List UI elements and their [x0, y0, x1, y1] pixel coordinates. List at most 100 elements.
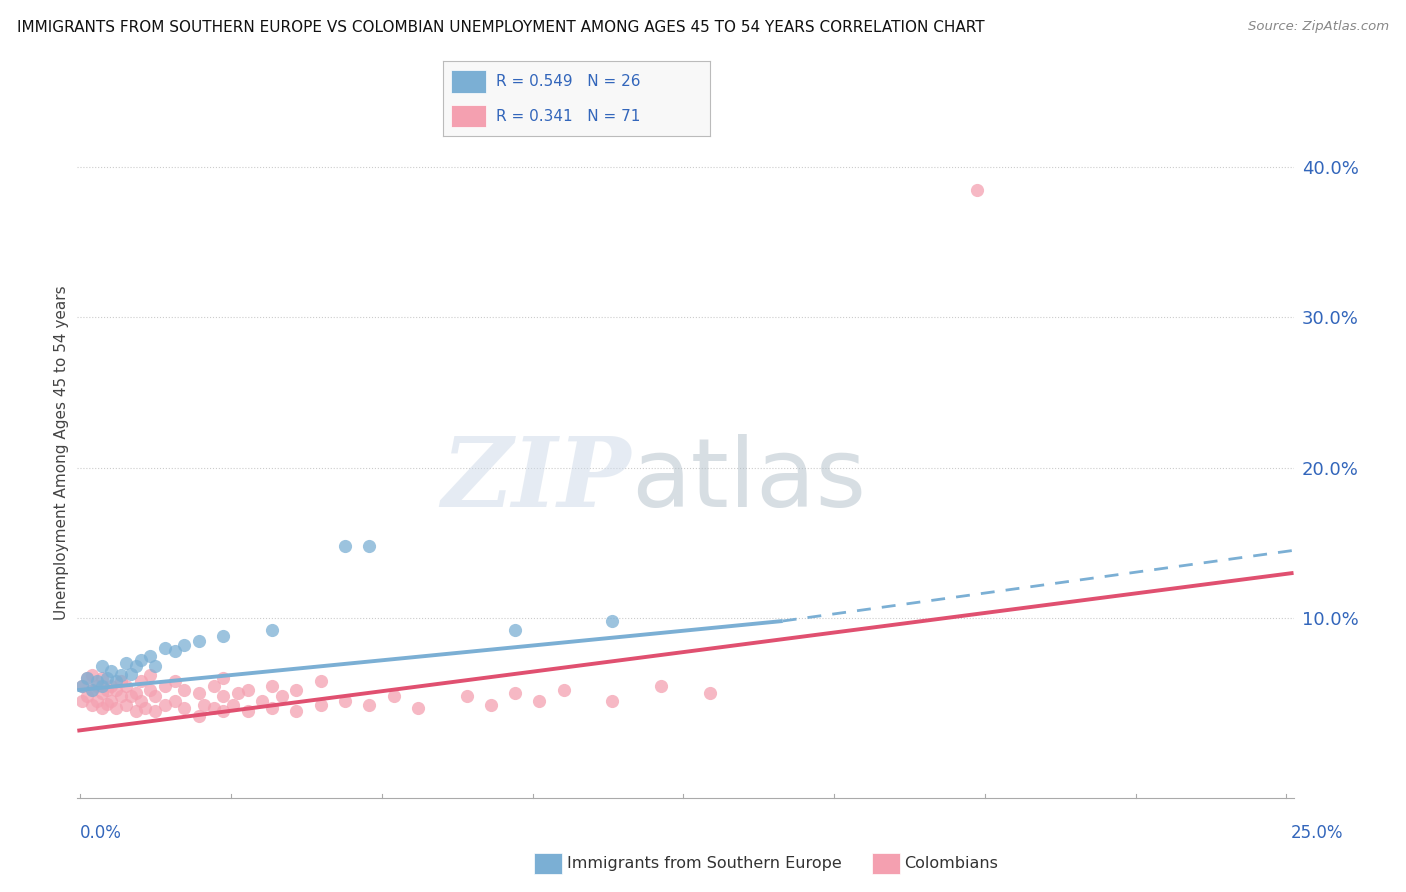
Point [359, 698, 381, 713]
Point [100, 679, 122, 693]
Point [80, 698, 103, 713]
Point [90, 701, 112, 715]
Point [163, 693, 186, 707]
Point [212, 671, 235, 685]
Text: Source: ZipAtlas.com: Source: ZipAtlas.com [1249, 20, 1389, 33]
Point [226, 686, 249, 700]
Point [110, 674, 132, 689]
Point [134, 701, 156, 715]
Point [503, 686, 526, 700]
Point [699, 686, 721, 700]
Point [333, 693, 356, 707]
Point [260, 701, 283, 715]
Point [188, 686, 211, 700]
Point [86, 693, 108, 707]
Point [650, 679, 672, 693]
Bar [451, 70, 485, 93]
Point [110, 689, 132, 703]
Point [529, 693, 551, 707]
Point [80, 683, 103, 698]
Point [76, 671, 98, 685]
Point [70, 693, 93, 707]
Point [173, 638, 195, 652]
Point [236, 683, 259, 698]
Point [76, 689, 98, 703]
Point [115, 698, 138, 713]
Text: R = 0.549   N = 26: R = 0.549 N = 26 [496, 74, 641, 88]
Point [129, 674, 152, 689]
Point [553, 683, 575, 698]
Point [212, 629, 235, 643]
Point [105, 674, 128, 689]
Point [90, 659, 112, 673]
Text: IMMIGRANTS FROM SOUTHERN EUROPE VS COLOMBIAN UNEMPLOYMENT AMONG AGES 45 TO 54 YE: IMMIGRANTS FROM SOUTHERN EUROPE VS COLOM… [17, 20, 984, 35]
Point [105, 701, 128, 715]
Point [270, 689, 292, 703]
Text: R = 0.341   N = 71: R = 0.341 N = 71 [496, 109, 641, 123]
Point [96, 683, 118, 698]
Text: atlas: atlas [631, 434, 866, 527]
Point [212, 689, 235, 703]
Point [86, 674, 108, 689]
Point [966, 183, 988, 197]
Point [125, 686, 148, 700]
Text: 25.0%: 25.0% [1291, 824, 1343, 842]
Point [602, 614, 624, 628]
Point [479, 698, 502, 713]
Point [382, 689, 405, 703]
Point [100, 664, 122, 678]
Point [309, 674, 332, 689]
Point [260, 623, 283, 637]
Point [143, 704, 166, 718]
Point [359, 539, 381, 553]
Point [139, 668, 162, 682]
Point [143, 659, 166, 673]
Point [76, 671, 98, 685]
Point [188, 708, 211, 723]
Point [86, 679, 108, 693]
Text: ZIP: ZIP [441, 434, 631, 527]
Point [212, 704, 235, 718]
Point [90, 686, 112, 700]
Point [202, 701, 225, 715]
Point [333, 539, 356, 553]
Point [285, 683, 308, 698]
Text: Immigrants from Southern Europe: Immigrants from Southern Europe [567, 856, 841, 871]
Text: 0.0%: 0.0% [80, 824, 122, 842]
Bar [451, 104, 485, 128]
Point [188, 633, 211, 648]
Point [80, 668, 103, 682]
Point [110, 668, 132, 682]
Point [193, 698, 215, 713]
Point [120, 689, 142, 703]
Point [129, 693, 152, 707]
Point [125, 659, 148, 673]
Point [236, 704, 259, 718]
Point [70, 679, 93, 693]
Point [90, 671, 112, 685]
Point [90, 679, 112, 693]
Point [250, 693, 273, 707]
Point [153, 679, 176, 693]
Point [105, 683, 128, 698]
Point [100, 693, 122, 707]
Point [129, 653, 152, 667]
Point [503, 623, 526, 637]
Point [153, 698, 176, 713]
Point [260, 679, 283, 693]
Point [406, 701, 429, 715]
Point [153, 641, 176, 656]
Point [163, 644, 186, 658]
Point [80, 683, 103, 698]
Point [70, 679, 93, 693]
Point [125, 704, 148, 718]
Point [96, 671, 118, 685]
Point [202, 679, 225, 693]
Y-axis label: Unemployment Among Ages 45 to 54 years: Unemployment Among Ages 45 to 54 years [53, 285, 69, 620]
Point [309, 698, 332, 713]
Point [173, 701, 195, 715]
Point [115, 656, 138, 670]
Point [173, 683, 195, 698]
Text: Colombians: Colombians [904, 856, 998, 871]
Point [456, 689, 478, 703]
